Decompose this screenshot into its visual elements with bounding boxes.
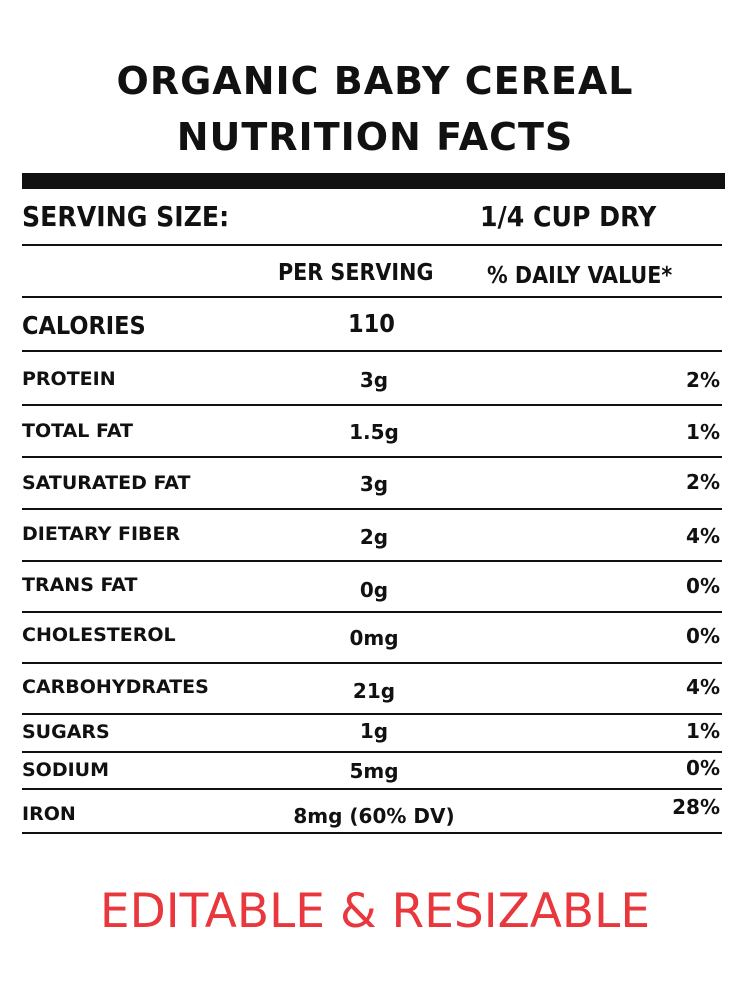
divider-row (22, 662, 722, 664)
nutrient-daily-value: 1% (686, 420, 720, 444)
calories-label: CALORIES (22, 311, 146, 340)
editable-resizable-banner: EDITABLE & RESIZABLE (99, 884, 651, 939)
nutrient-amount: 5mg (349, 759, 399, 783)
divider-row (22, 713, 722, 715)
divider-row (22, 611, 722, 613)
divider-bottom (22, 832, 722, 834)
label-title-line-1: ORGANIC BABY CEREAL (116, 59, 634, 103)
nutrient-name: CARBOHYDRATES (22, 676, 209, 698)
divider-header (22, 296, 722, 298)
nutrient-name: TRANS FAT (22, 574, 138, 596)
divider-row (22, 404, 722, 406)
divider-calories (22, 350, 722, 352)
nutrient-daily-value: 2% (686, 368, 720, 392)
nutrient-name: TOTAL FAT (22, 420, 134, 442)
nutrient-daily-value: 0% (686, 756, 720, 780)
nutrient-amount: 0mg (349, 626, 399, 650)
nutrient-name: SATURATED FAT (22, 472, 191, 494)
nutrient-amount: 1g (359, 719, 389, 743)
nutrient-daily-value: 4% (686, 524, 720, 548)
divider-row (22, 788, 722, 790)
nutrient-name: PROTEIN (22, 368, 116, 390)
serving-size-label: SERVING SIZE: (22, 200, 230, 233)
divider-serving (22, 244, 722, 246)
nutrient-daily-value: 1% (686, 719, 720, 743)
nutrient-amount: 3g (359, 368, 389, 392)
nutrient-amount: 3g (359, 472, 389, 496)
nutrient-daily-value: 0% (686, 624, 720, 648)
serving-size-value: 1/4 CUP DRY (480, 200, 657, 233)
top-divider-bar (22, 173, 725, 189)
nutrient-name: SUGARS (22, 721, 110, 743)
nutrient-amount: 0g (359, 578, 389, 602)
header-daily-value: % DAILY VALUE* (487, 263, 673, 289)
divider-row (22, 508, 722, 510)
nutrient-daily-value: 28% (672, 795, 720, 819)
calories-value: 110 (348, 309, 395, 338)
divider-row (22, 456, 722, 458)
header-per-serving: PER SERVING (278, 260, 434, 286)
nutrient-name: DIETARY FIBER (22, 523, 181, 545)
nutrient-name: CHOLESTEROL (22, 624, 176, 646)
label-title-line-2: NUTRITION FACTS (176, 115, 574, 159)
nutrient-amount: 21g (352, 679, 396, 703)
nutrient-daily-value: 4% (686, 675, 720, 699)
nutrient-amount: 2g (359, 525, 389, 549)
nutrient-name: IRON (22, 803, 76, 825)
nutrient-daily-value: 2% (686, 470, 720, 494)
nutrient-amount: 1.5g (349, 420, 399, 444)
divider-row (22, 751, 722, 753)
nutrient-daily-value: 0% (686, 574, 720, 598)
nutrient-amount: 8mg (60% DV) (293, 804, 455, 828)
nutrient-name: SODIUM (22, 759, 110, 781)
divider-row (22, 560, 722, 562)
